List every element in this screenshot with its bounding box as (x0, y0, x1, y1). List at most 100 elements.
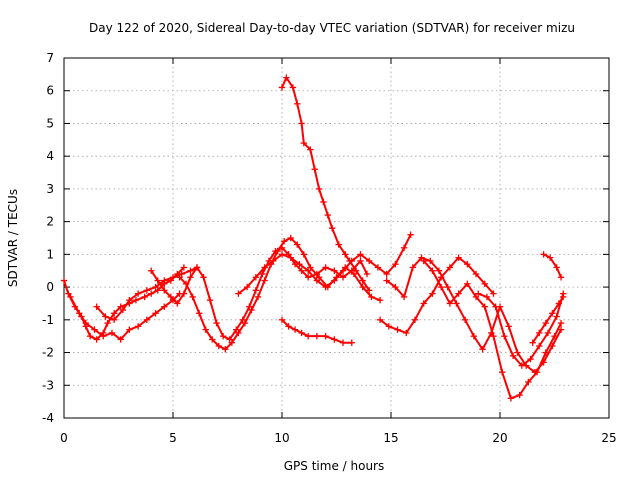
series-pass-n (540, 251, 565, 281)
data-point (274, 247, 281, 255)
data-point (429, 290, 436, 297)
data-point (296, 260, 303, 268)
data-point (544, 329, 552, 337)
data-point (294, 241, 301, 248)
data-point (328, 224, 336, 232)
data-point (455, 290, 462, 297)
data-point (492, 303, 499, 310)
y-tick-label: 2 (46, 215, 54, 229)
data-point (383, 277, 390, 284)
data-point (152, 283, 159, 291)
y-tick-label: 6 (46, 84, 54, 98)
data-point (525, 378, 532, 386)
data-point (82, 319, 89, 327)
data-point (385, 323, 393, 330)
data-point (287, 234, 294, 242)
data-point (470, 332, 478, 340)
series-pass-i (376, 254, 497, 337)
data-point (475, 290, 482, 297)
data-point (200, 274, 207, 281)
data-point (117, 303, 124, 310)
data-point (202, 326, 209, 333)
data-point (110, 310, 118, 317)
data-point (213, 319, 220, 327)
data-point (400, 244, 408, 252)
y-tick-label: 5 (46, 116, 54, 130)
x-axis-label: GPS time / hours (284, 459, 385, 473)
data-point (300, 251, 307, 258)
data-point (533, 368, 541, 376)
data-point (322, 283, 329, 291)
data-point (300, 139, 307, 147)
data-point (152, 310, 159, 317)
data-point (322, 264, 329, 271)
data-point (219, 332, 227, 340)
data-point (311, 166, 318, 173)
y-tick-label: 3 (46, 182, 54, 196)
x-tick-label: 25 (601, 431, 616, 445)
data-point (446, 264, 454, 271)
data-point (483, 293, 491, 301)
data-point (418, 254, 425, 261)
data-point (287, 254, 294, 261)
data-point (464, 280, 471, 288)
y-tick-label: 7 (46, 51, 54, 65)
data-point (420, 257, 427, 265)
data-point (222, 346, 229, 353)
data-point (357, 257, 364, 265)
x-tick-label: 5 (169, 431, 177, 445)
data-point (110, 316, 118, 324)
series-track (150, 246, 369, 341)
data-point (394, 326, 401, 333)
data-point (490, 332, 497, 340)
data-point (154, 287, 161, 294)
data-point (298, 267, 305, 274)
data-point (102, 313, 109, 320)
data-point (481, 280, 488, 288)
data-point (403, 329, 410, 337)
data-point (555, 300, 563, 307)
data-point (161, 303, 168, 310)
data-point (429, 267, 436, 274)
y-tick-label: -2 (42, 346, 54, 360)
data-point (167, 293, 175, 301)
data-point (346, 257, 353, 265)
data-point (446, 300, 454, 307)
data-point (518, 362, 525, 369)
series-track (542, 253, 563, 279)
data-point (307, 264, 314, 271)
data-point (215, 342, 222, 350)
data-point (514, 349, 521, 356)
data-point (420, 300, 427, 307)
data-point (536, 329, 543, 337)
data-point (291, 326, 299, 333)
data-point (540, 251, 547, 258)
data-point (376, 296, 384, 304)
data-point (278, 84, 286, 91)
data-point (542, 319, 549, 327)
y-tick-label: -4 (42, 411, 54, 425)
data-point (126, 326, 133, 333)
data-point (283, 74, 290, 81)
data-point (444, 283, 451, 291)
chart-title: Day 122 of 2020, Sidereal Day-to-day VTE… (89, 21, 575, 35)
data-point (235, 329, 242, 337)
y-axis-label: SDTVAR / TECUs (6, 189, 20, 287)
series-track (281, 76, 371, 292)
data-point (176, 274, 183, 281)
data-point (278, 251, 286, 258)
data-point (67, 293, 74, 301)
data-point (464, 260, 471, 268)
data-point (368, 293, 375, 301)
data-point (359, 283, 366, 291)
data-point (339, 339, 347, 346)
data-point (331, 267, 338, 274)
data-point (376, 316, 384, 324)
data-point (392, 283, 399, 291)
data-point (352, 267, 360, 274)
data-point (322, 332, 329, 340)
data-point (243, 283, 251, 291)
data-point (252, 274, 260, 281)
data-point (270, 257, 277, 265)
data-point (86, 332, 94, 340)
